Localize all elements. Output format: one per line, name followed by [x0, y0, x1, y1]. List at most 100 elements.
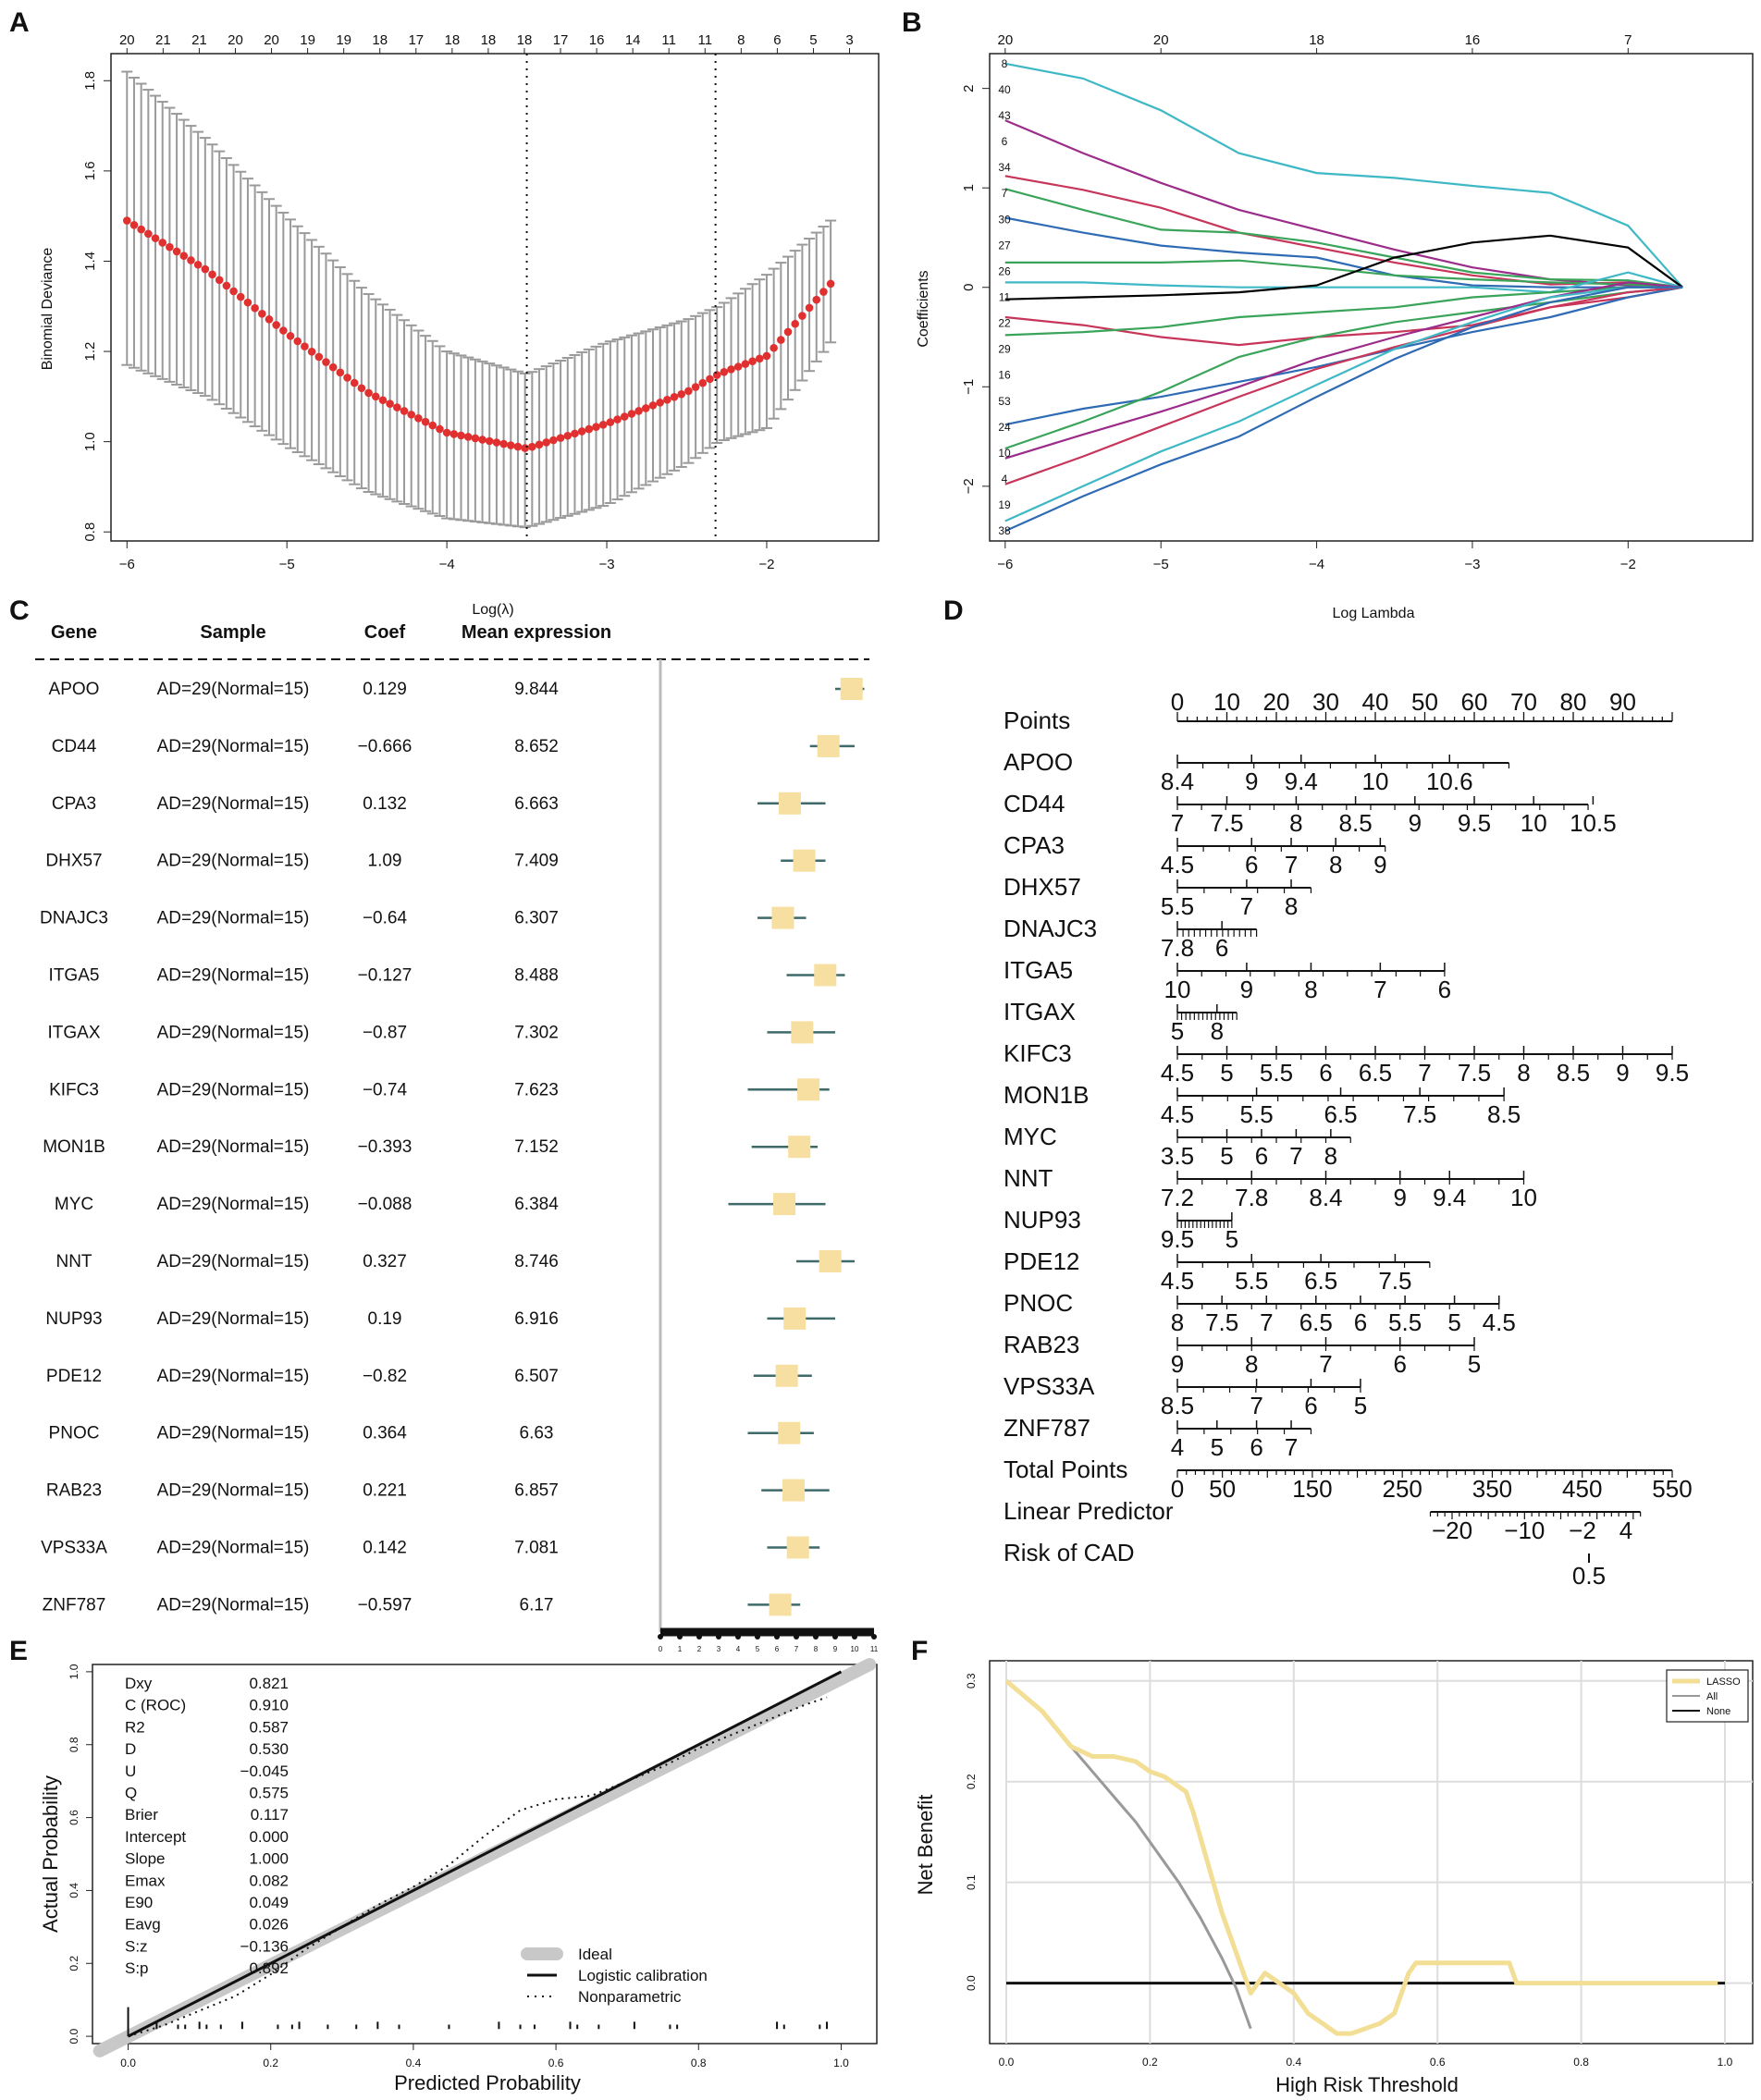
- coef-value: 0.132: [363, 794, 407, 814]
- path-label: 7: [1002, 187, 1008, 200]
- nomogram-row: DNAJC3 7.8 6: [1004, 915, 1258, 962]
- sample-size: AD=29(Normal=15): [157, 737, 310, 756]
- coef-path-24: [1004, 286, 1683, 450]
- mean-expression-value: 6.384: [514, 1195, 559, 1214]
- gene-name: KIFC3: [49, 1080, 99, 1099]
- variable-tick-label: 8.5: [1161, 1392, 1194, 1419]
- gene-row: MYC AD=29(Normal=15) −0.088 6.384: [55, 1193, 826, 1216]
- stat-name: Dxy: [125, 1675, 153, 1692]
- gene-name: ZNF787: [43, 1595, 106, 1615]
- top-count-label: 20: [1153, 32, 1169, 48]
- panel-e-label: E: [9, 1636, 28, 1666]
- x-tick-label: 0.4: [406, 2057, 422, 2069]
- deviance-point: [585, 424, 594, 434]
- total-points-tick-label: 450: [1562, 1475, 1602, 1503]
- deviance-point: [720, 367, 729, 376]
- points-tick-label: 60: [1461, 688, 1488, 716]
- sample-size: AD=29(Normal=15): [157, 1309, 310, 1329]
- path-label: 43: [998, 109, 1011, 122]
- forest-tick-mark: [658, 1634, 663, 1639]
- nomogram-row: CPA3 4.5 6 7 8 9: [1004, 831, 1387, 878]
- variable-tick-label: 6.5: [1324, 1100, 1357, 1128]
- gene-row: MON1B AD=29(Normal=15) −0.393 7.152: [43, 1136, 819, 1159]
- variable-name: RAB23: [1004, 1331, 1079, 1358]
- points-tick-label: 30: [1312, 688, 1339, 716]
- y-tick-label: 1.8: [82, 71, 98, 91]
- deviance-point: [535, 440, 544, 449]
- deviance-point: [272, 321, 280, 329]
- top-count-label: 3: [845, 32, 853, 48]
- deviance-point: [307, 347, 316, 356]
- gene-name: NUP93: [45, 1309, 102, 1329]
- coef-value: 0.364: [363, 1424, 407, 1443]
- stat-value: 0.026: [249, 1916, 289, 1934]
- point-estimate: [786, 1536, 809, 1559]
- deviance-point: [642, 404, 650, 412]
- nomogram-row: PNOC 8 7.5 7 6.5 6 5.5 5 4.5: [1004, 1289, 1516, 1336]
- sample-size: AD=29(Normal=15): [157, 1595, 310, 1615]
- coef-value: −0.127: [358, 966, 413, 986]
- point-estimate: [840, 678, 863, 700]
- y-tick-label: −2: [961, 478, 977, 494]
- top-count-label: 18: [517, 32, 533, 48]
- panel-e: E 0.0 0.0 0.2 0.2 0.4 0.4 0.6 0.6 0.8 0.8 1.0 1.0 D…: [9, 1636, 878, 2094]
- deviance-point: [606, 418, 615, 426]
- panel-c-label: C: [9, 596, 30, 626]
- panel-b-x-label: Log Lambda: [1333, 606, 1415, 621]
- linear-predictor-label: Linear Predictor: [1004, 1497, 1174, 1525]
- forest-tick-label: 5: [756, 1645, 760, 1653]
- variable-name: ITGAX: [1004, 998, 1076, 1025]
- variable-tick-label: 8: [1289, 809, 1302, 837]
- x-tick-label: −2: [758, 557, 774, 572]
- variable-name: MYC: [1004, 1123, 1057, 1150]
- nomogram-row: MYC 3.5 5 6 7 8: [1004, 1123, 1351, 1170]
- variable-tick-label: 9: [1373, 851, 1386, 878]
- deviance-point: [208, 270, 216, 279]
- coef-path-8: [1004, 62, 1684, 289]
- panel-f-label: F: [911, 1636, 928, 1666]
- gene-name: MON1B: [43, 1137, 105, 1157]
- gene-name: ITGAX: [47, 1023, 100, 1042]
- variable-name: ZNF787: [1004, 1414, 1090, 1442]
- point-estimate: [778, 792, 801, 815]
- deviance-point: [371, 392, 380, 401]
- deviance-point: [265, 315, 274, 324]
- deviance-point: [457, 431, 465, 440]
- variable-tick-label: 4.5: [1161, 1059, 1194, 1087]
- mean-expression-value: 9.844: [514, 680, 559, 699]
- forest-tick-mark: [774, 1634, 780, 1639]
- variable-name: MON1B: [1004, 1081, 1089, 1109]
- deviance-point: [243, 298, 252, 307]
- variable-tick-label: 9.4: [1433, 1184, 1466, 1211]
- deviance-point: [478, 436, 486, 444]
- mean-expression-value: 7.302: [514, 1023, 559, 1042]
- gene-row: NUP93 AD=29(Normal=15) 0.19 6.916: [45, 1307, 835, 1330]
- variable-tick-label: 7.5: [1458, 1059, 1491, 1087]
- stat-name: Emax: [125, 1872, 166, 1889]
- y-tick-label: 1.0: [68, 1664, 80, 1679]
- gene-row: APOO AD=29(Normal=15) 0.129 9.844: [49, 678, 865, 700]
- x-tick-label: −4: [1309, 557, 1324, 572]
- deviance-point: [279, 326, 288, 335]
- y-tick-label: 1.6: [82, 161, 98, 180]
- stat-value: 0.575: [249, 1785, 289, 1802]
- deviance-point: [485, 436, 494, 446]
- deviance-point: [364, 388, 373, 398]
- deviance-point: [393, 403, 401, 411]
- deviance-point: [506, 441, 515, 449]
- variable-tick-label: 5.5: [1235, 1267, 1268, 1295]
- legend-entry: Logistic calibration: [578, 1967, 708, 1984]
- top-count-label: 20: [264, 32, 279, 48]
- deviance-point: [812, 295, 821, 304]
- panel-e-x-label: Predicted Probability: [394, 2071, 581, 2094]
- y-tick-label: 1.4: [82, 252, 98, 271]
- panel-f-plot-area: [989, 1660, 1754, 2045]
- variable-tick-label: 9: [1171, 1350, 1184, 1378]
- panel-a-deviance-points: [122, 216, 835, 452]
- variable-tick-label: 5.5: [1240, 1100, 1274, 1128]
- stat-value: −0.136: [240, 1937, 289, 1955]
- variable-tick-label: 10: [1521, 809, 1547, 837]
- deviance-point: [414, 413, 423, 423]
- variable-tick-label: 7: [1285, 1433, 1298, 1461]
- nomogram-row: ITGA5 10 9 8 7 6: [1004, 956, 1451, 1003]
